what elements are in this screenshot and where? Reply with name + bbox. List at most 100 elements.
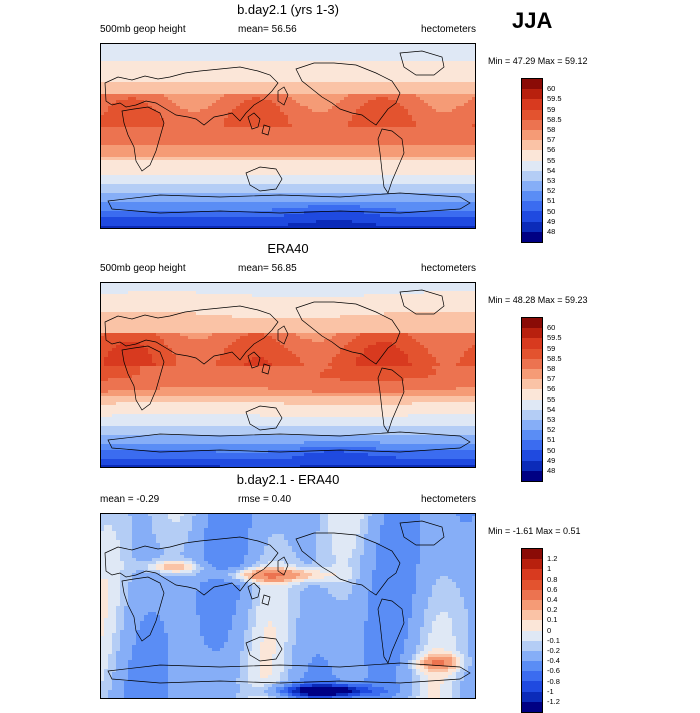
colorbar-swatch: [522, 600, 542, 610]
colorbar-tick-label: 53: [547, 177, 555, 185]
colorbar-swatch: [522, 338, 542, 348]
colorbar-tick-label: 0.4: [547, 596, 557, 604]
colorbar-swatch: [522, 430, 542, 440]
filled-contour-map: [100, 43, 476, 229]
colorbar-tick-label: 52: [547, 426, 555, 434]
panel-title: ERA40: [100, 241, 476, 256]
colorbar-tick-label: 59: [547, 106, 555, 114]
colorbar-swatch: [522, 641, 542, 651]
colorbar-swatch: [522, 692, 542, 702]
min-max-label: Min = 47.29 Max = 59.12: [488, 56, 588, 66]
panel-center-label: rmse = 0.40: [238, 494, 291, 505]
colorbar-tick-label: 60: [547, 85, 555, 93]
colorbar-tick-label: 0.8: [547, 576, 557, 584]
colorbar-swatch: [522, 150, 542, 160]
colorbar-tick-label: -0.6: [547, 667, 560, 675]
colorbar: [521, 78, 543, 243]
colorbar-swatch: [522, 201, 542, 211]
filled-contour-map: [100, 513, 476, 699]
colorbar-swatch: [522, 580, 542, 590]
colorbar-swatch: [522, 681, 542, 691]
panel-units-label: hectometers: [421, 263, 476, 274]
colorbar-tick-label: 49: [547, 457, 555, 465]
colorbar-swatch: [522, 191, 542, 201]
colorbar-swatch: [522, 99, 542, 109]
colorbar-tick-label: -1: [547, 688, 554, 696]
colorbar-tick-label: -0.1: [547, 637, 560, 645]
colorbar-tick-label: 60: [547, 324, 555, 332]
map-panel: ERA40 500mb geop height mean= 56.85 hectome…: [0, 233, 700, 466]
panel-title: b.day2.1 - ERA40: [100, 472, 476, 487]
colorbar-tick-label: 56: [547, 146, 555, 154]
colorbar-swatch: [522, 410, 542, 420]
colorbar-tick-label: 51: [547, 197, 555, 205]
colorbar-swatch: [522, 569, 542, 579]
colorbar-swatch: [522, 211, 542, 221]
colorbar-swatch: [522, 631, 542, 641]
colorbar-swatch: [522, 440, 542, 450]
colorbar-swatch: [522, 120, 542, 130]
colorbar-tick-label: 57: [547, 375, 555, 383]
colorbar-tick-label: 58.5: [547, 355, 562, 363]
colorbar-tick-label: -0.2: [547, 647, 560, 655]
colorbar: [521, 317, 543, 482]
panel-left-label: mean = -0.29: [100, 494, 159, 505]
colorbar-swatch: [522, 369, 542, 379]
colorbar-swatch: [522, 651, 542, 661]
colorbar-tick-label: 58.5: [547, 116, 562, 124]
colorbar-tick-label: -0.8: [547, 678, 560, 686]
colorbar-tick-label: 0.2: [547, 606, 557, 614]
panel-units-label: hectometers: [421, 24, 476, 35]
min-max-label: Min = -1.61 Max = 0.51: [488, 526, 581, 536]
colorbar-swatch: [522, 140, 542, 150]
colorbar-tick-label: 51: [547, 436, 555, 444]
panel-title: b.day2.1 (yrs 1-3): [100, 2, 476, 17]
colorbar-swatch: [522, 318, 542, 328]
colorbar-swatch: [522, 549, 542, 559]
colorbar-swatch: [522, 420, 542, 430]
colorbar-swatch: [522, 181, 542, 191]
colorbar-tick-label: 1: [547, 565, 551, 573]
colorbar: [521, 548, 543, 713]
colorbar-swatch: [522, 89, 542, 99]
colorbar-swatch: [522, 400, 542, 410]
colorbar-tick-label: 0.1: [547, 616, 557, 624]
panel-center-label: mean= 56.85: [238, 263, 297, 274]
colorbar-swatch: [522, 610, 542, 620]
colorbar-tick-label: 54: [547, 167, 555, 175]
colorbar-tick-label: 0.6: [547, 586, 557, 594]
colorbar-tick-label: 1.2: [547, 555, 557, 563]
colorbar-swatch: [522, 222, 542, 232]
colorbar-swatch: [522, 590, 542, 600]
colorbar-swatch: [522, 389, 542, 399]
panel-left-label: 500mb geop height: [100, 263, 186, 274]
colorbar-tick-label: 58: [547, 126, 555, 134]
colorbar-tick-label: 54: [547, 406, 555, 414]
colorbar-tick-label: 57: [547, 136, 555, 144]
colorbar-swatch: [522, 171, 542, 181]
colorbar-tick-label: 53: [547, 416, 555, 424]
colorbar-tick-label: 50: [547, 208, 555, 216]
colorbar-tick-label: 59.5: [547, 334, 562, 342]
colorbar-swatch: [522, 161, 542, 171]
colorbar-swatch: [522, 130, 542, 140]
colorbar-tick-label: -1.2: [547, 698, 560, 706]
min-max-label: Min = 48.28 Max = 59.23: [488, 295, 588, 305]
colorbar-tick-label: 58: [547, 365, 555, 373]
colorbar-swatch: [522, 359, 542, 369]
colorbar-swatch: [522, 661, 542, 671]
filled-contour-map: [100, 282, 476, 468]
colorbar-swatch: [522, 702, 542, 712]
colorbar-swatch: [522, 620, 542, 630]
colorbar-tick-label: 52: [547, 187, 555, 195]
colorbar-swatch: [522, 349, 542, 359]
colorbar-tick-label: 59: [547, 345, 555, 353]
colorbar-tick-label: 59.5: [547, 95, 562, 103]
colorbar-tick-label: 50: [547, 447, 555, 455]
colorbar-swatch: [522, 79, 542, 89]
colorbar-tick-label: -0.4: [547, 657, 560, 665]
colorbar-swatch: [522, 559, 542, 569]
colorbar-swatch: [522, 671, 542, 681]
